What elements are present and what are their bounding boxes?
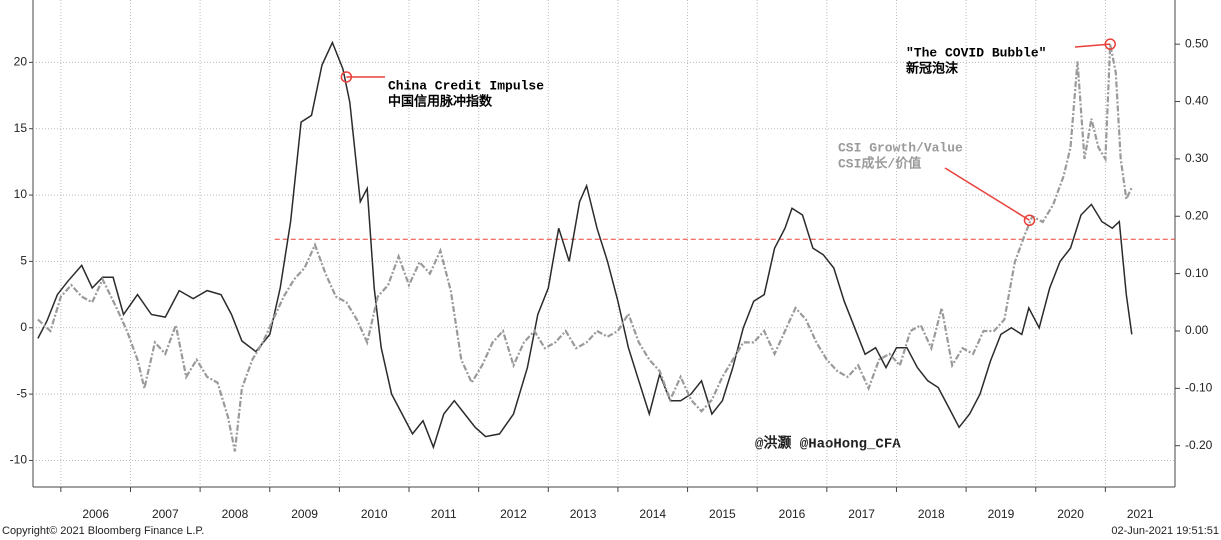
y2-tick-label: -0.20	[1185, 438, 1213, 452]
y2-tick-label: -0.10	[1185, 381, 1213, 395]
x-tick-label: 2007	[152, 507, 179, 521]
x-tick-label: 2015	[709, 507, 736, 521]
footer-left: Copyright© 2021 Bloomberg Finance L.P.	[2, 525, 204, 537]
series-line	[37, 40, 1133, 450]
annotation-marker	[1104, 38, 1116, 50]
y2-tick-label: 0.20	[1185, 208, 1209, 222]
y-tick-label: -10	[10, 453, 28, 467]
y-tick-label: 10	[14, 187, 28, 201]
y-tick-label: 0	[20, 320, 27, 334]
annotation-leader	[944, 167, 1030, 221]
annotation-text-cn: CSI成长/价值	[838, 155, 921, 171]
x-tick-label: 2016	[779, 507, 806, 521]
y2-tick-label: 0.40	[1185, 94, 1209, 108]
x-tick-label: 2009	[291, 507, 318, 521]
footer-right: 02-Jun-2021 19:51:51	[1111, 525, 1219, 537]
x-tick-label: 2018	[918, 507, 945, 521]
x-tick-label: 2012	[500, 507, 527, 521]
y2-tick-label: 0.10	[1185, 266, 1209, 280]
watermark: @洪灏 @HaoHong_CFA	[755, 435, 901, 453]
x-tick-label: 2013	[570, 507, 597, 521]
x-tick-label: 2014	[639, 507, 666, 521]
annotation-text-cn: 新冠泡沫	[906, 60, 959, 76]
annotation-leader	[1074, 43, 1111, 48]
x-tick-label: 2010	[361, 507, 388, 521]
x-tick-label: 2017	[848, 507, 875, 521]
x-tick-label: 2006	[82, 507, 109, 521]
y-tick-label: 20	[14, 55, 28, 69]
annotation-text-cn: 中国信用脉冲指数	[388, 93, 493, 109]
y2-tick-label: 0.50	[1185, 36, 1209, 50]
y-tick-label: -5	[16, 386, 27, 400]
annotation-text: China Credit Impulse	[388, 78, 544, 93]
annotation-text: "The COVID Bubble"	[906, 45, 1046, 60]
x-tick-label: 2020	[1057, 507, 1084, 521]
annotation-text: CSI Growth/Value	[838, 140, 963, 155]
x-tick-label: 2021	[1127, 507, 1154, 521]
y-tick-label: 15	[14, 121, 28, 135]
series-line	[37, 43, 1133, 452]
x-tick-label: 2008	[222, 507, 249, 521]
y-tick-label: 5	[20, 254, 27, 268]
x-tick-label: 2019	[988, 507, 1015, 521]
annotation-marker	[340, 71, 353, 83]
x-tick-label: 2011	[431, 507, 457, 521]
annotation-marker	[1023, 214, 1036, 227]
y2-tick-label: 0.00	[1185, 323, 1209, 337]
y2-tick-label: 0.30	[1185, 151, 1209, 165]
